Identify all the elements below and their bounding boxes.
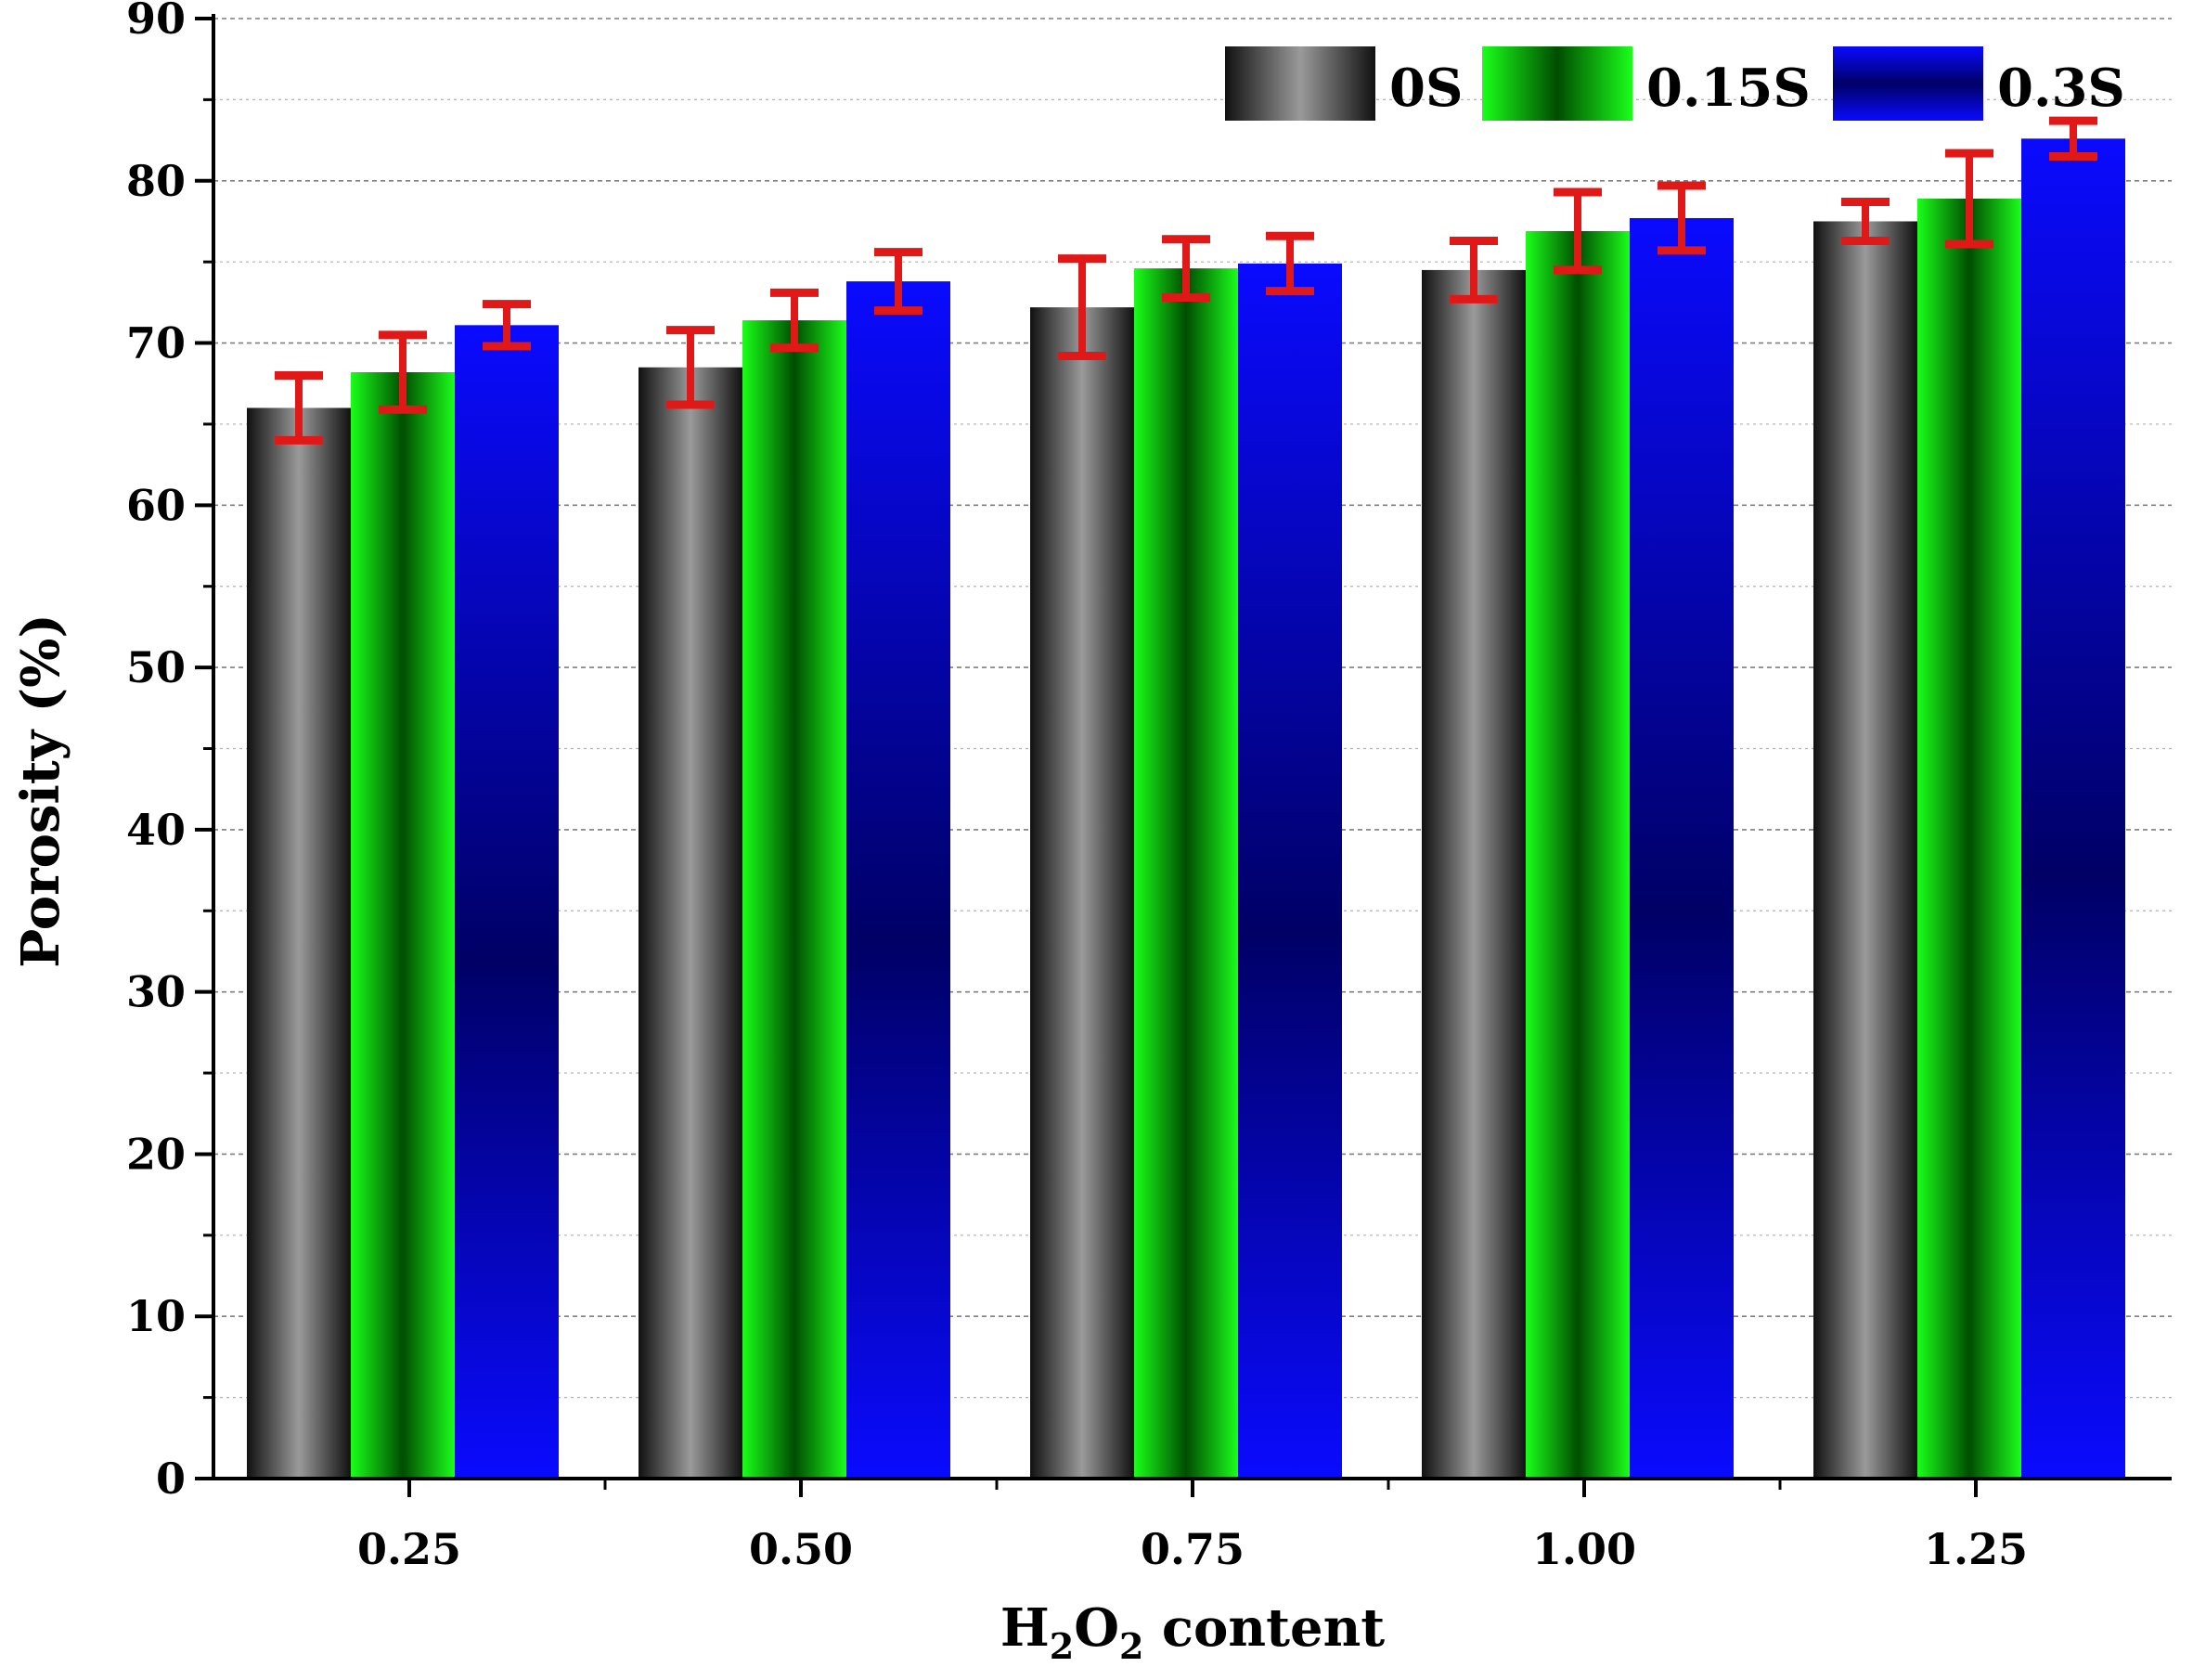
error-bar-0.15S-0.25: [379, 330, 427, 414]
y-tick-label-40: 40: [126, 805, 186, 855]
bar-0.3S-0.75: [1238, 263, 1342, 1480]
x-tick-label-1.25: 1.25: [1924, 1524, 2028, 1574]
error-bar-0.15S-0.75: [1162, 235, 1210, 303]
error-bar-0.3S-1.25: [2049, 116, 2097, 162]
legend-swatch-0S: [1225, 46, 1375, 121]
x-axis-title-o: O: [1074, 1597, 1119, 1659]
y-tick-label-90: 90: [126, 0, 186, 44]
y-tick-label-70: 70: [126, 318, 186, 368]
legend: 0S 0.15S 0.3S: [1225, 46, 2125, 121]
bar-0.3S-1.00: [1630, 217, 1734, 1479]
x-axis-title-rest: content: [1143, 1597, 1385, 1659]
bar-0S-1.25: [1813, 221, 1917, 1480]
bar-0.15S-0.50: [742, 320, 846, 1479]
y-tick-label-80: 80: [126, 156, 186, 206]
y-tick-label-50: 50: [126, 642, 186, 692]
error-bar-0.15S-1.25: [1945, 149, 1993, 249]
legend-swatch-0.15S: [1482, 46, 1632, 121]
error-bar-0.3S-0.25: [483, 300, 531, 351]
bars: [247, 138, 2125, 1480]
legend-label-0S: 0S: [1389, 58, 1463, 119]
error-bars: [275, 116, 2097, 445]
error-bar-0S-1.25: [1841, 197, 1890, 245]
legend-swatch-0.3S: [1833, 46, 1983, 121]
x-axis-title-sub1: 2: [1050, 1625, 1074, 1667]
x-tick-label-1.00: 1.00: [1532, 1524, 1636, 1574]
bar-0S-0.75: [1030, 307, 1134, 1479]
y-tick-label-10: 10: [126, 1291, 186, 1341]
error-bar-0S-1.00: [1450, 236, 1498, 304]
bar-0.3S-0.50: [846, 281, 950, 1479]
y-axis-title: Porosity (%): [10, 614, 71, 968]
bar-0.3S-1.25: [2021, 138, 2125, 1479]
y-tick-label-30: 30: [126, 967, 186, 1017]
error-bar-0.3S-1.00: [1658, 181, 1706, 255]
error-bar-0S-0.75: [1058, 254, 1106, 361]
bar-0S-0.25: [247, 407, 351, 1479]
bar-0S-0.50: [639, 367, 742, 1479]
bar-0.15S-1.00: [1526, 230, 1630, 1480]
bar-0.15S-1.25: [1917, 199, 2021, 1480]
error-bar-0.3S-0.50: [874, 248, 922, 316]
bar-0.15S-0.25: [351, 372, 455, 1479]
legend-label-0.15S: 0.15S: [1646, 58, 1811, 119]
error-bar-0S-0.25: [275, 371, 323, 445]
bar-0S-1.00: [1422, 269, 1526, 1480]
y-tick-label-60: 60: [126, 480, 186, 530]
x-tick-label-0.75: 0.75: [1141, 1524, 1245, 1574]
x-axis-title-sub2: 2: [1119, 1625, 1143, 1667]
bar-0.15S-0.75: [1134, 268, 1238, 1480]
x-tick-label-0.25: 0.25: [357, 1524, 461, 1574]
y-tick-label-0: 0: [156, 1454, 186, 1504]
x-axis-title-h: H: [1000, 1597, 1050, 1659]
error-bar-0S-0.50: [666, 326, 715, 409]
x-axis-title: H2O2 content: [1000, 1597, 1385, 1667]
legend-label-0.3S: 0.3S: [1997, 58, 2125, 119]
axes: 0 10 20 30 40 50 60 70 80 90 0.25 0.50 0.75 1.00 1.25: [126, 0, 2172, 1574]
y-tick-label-20: 20: [126, 1129, 186, 1179]
error-bar-0.3S-0.75: [1266, 231, 1314, 296]
x-tick-label-0.50: 0.50: [749, 1524, 853, 1574]
error-bar-0.15S-1.00: [1554, 187, 1602, 275]
error-bar-0.15S-0.50: [770, 288, 819, 353]
bar-0.3S-0.25: [455, 325, 559, 1480]
